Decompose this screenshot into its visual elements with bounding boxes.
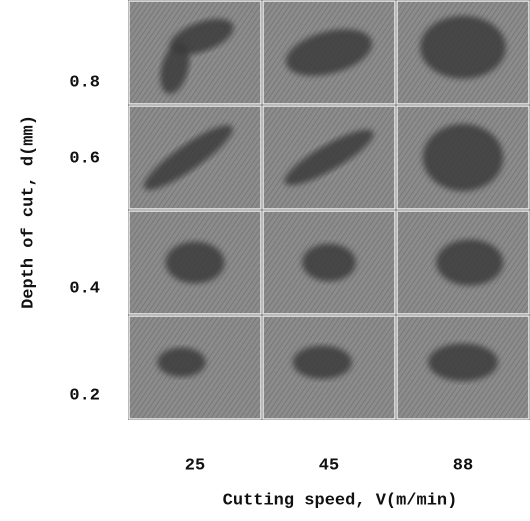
y-tick-label: 0.2	[69, 386, 100, 405]
chip-shape	[157, 347, 206, 377]
chip-shape	[302, 243, 356, 282]
chip-shape	[292, 345, 352, 380]
chip-shape	[165, 241, 225, 284]
y-axis-label: Depth of cut, d(mm)	[19, 115, 38, 309]
chip-shape	[436, 239, 504, 286]
chip-shape	[422, 123, 504, 192]
chip-shape	[143, 125, 233, 190]
y-tick-label: 0.4	[69, 279, 100, 298]
image-grid	[128, 0, 530, 420]
y-tick-label: 0.6	[69, 149, 100, 168]
chip-shape	[284, 129, 374, 186]
chip-shape	[285, 29, 373, 76]
chip-shape	[428, 343, 498, 382]
x-axis-label: Cutting speed, V(m/min)	[223, 491, 458, 510]
chip-shape	[420, 15, 506, 79]
x-tick-label: 45	[319, 456, 339, 475]
chip-shape	[160, 42, 190, 94]
y-tick-label: 0.8	[69, 73, 100, 92]
x-tick-label: 25	[185, 456, 205, 475]
x-tick-label: 88	[453, 456, 473, 475]
